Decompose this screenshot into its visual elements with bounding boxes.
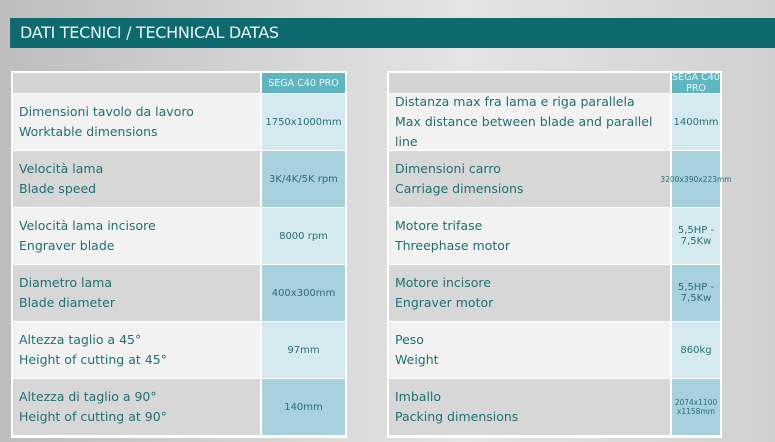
label-english: Weight xyxy=(395,352,439,367)
spec-value: 5,5HP - 7,5Kw xyxy=(670,265,720,321)
label-english: Blade diameter xyxy=(19,295,115,310)
table-row: Velocità lama Blade speed 3K/4K/5K rpm xyxy=(13,151,345,208)
table-row: Altezza di taglio a 90° Height of cutting… xyxy=(13,379,345,436)
table-row: Peso Weight 860kg xyxy=(389,322,720,379)
table-row: Imballo Packing dimensions 2074x1100 x115… xyxy=(389,379,720,436)
label-english: Engraver motor xyxy=(395,295,494,310)
table-header: SEGA C40 PRO xyxy=(13,73,345,94)
table-row: Diametro lama Blade diameter 400x300mm xyxy=(13,265,345,322)
table-row: Altezza taglio a 45° Height of cutting at… xyxy=(13,322,345,379)
label-italian: Altezza di taglio a 90° xyxy=(19,389,157,404)
label-english: Worktable dimensions xyxy=(19,124,158,139)
label-italian: Dimensioni carro xyxy=(395,161,501,176)
label-italian: Diametro lama xyxy=(19,275,112,290)
table-row: Velocità lama incisore Engraver blade 800… xyxy=(13,208,345,265)
label-english: Blade speed xyxy=(19,181,97,196)
spec-value: 1400mm xyxy=(670,94,720,150)
spec-value: 400x300mm xyxy=(260,265,345,321)
label-english: Packing dimensions xyxy=(395,409,519,424)
left-spec-table: SEGA C40 PRO Dimensioni tavolo da lavoro… xyxy=(11,71,347,438)
spec-value: 3K/4K/5K rpm xyxy=(260,151,345,207)
spec-value: 2074x1100 x1158mm xyxy=(670,379,720,435)
label-italian: Dimensioni tavolo da lavoro xyxy=(19,104,194,119)
page-title: DATI TECNICI / TECHNICAL DATAS xyxy=(10,18,775,48)
spec-value: 5,5HP - 7,5Kw xyxy=(670,208,720,264)
label-italian: Motore trifase xyxy=(395,218,483,233)
label-italian: Motore incisore xyxy=(395,275,491,290)
spec-value: 140mm xyxy=(260,379,345,435)
label-english: Engraver blade xyxy=(19,238,115,253)
spec-value: 3200x390x223mm xyxy=(660,151,732,207)
label-italian: Peso xyxy=(395,332,424,347)
model-header: SEGA C40 PRO xyxy=(260,73,345,93)
label-italian: Altezza taglio a 45° xyxy=(19,332,142,347)
model-header: SEGA C40 PRO xyxy=(670,72,720,94)
label-italian: Imballo xyxy=(395,389,442,404)
table-row: Distanza max fra lama e riga parallela Ma… xyxy=(389,94,720,151)
table-header: SEGA C40 PRO xyxy=(389,72,720,94)
label-english: Max distance between blade and parallel … xyxy=(395,114,653,149)
right-spec-table: SEGA C40 PRO Distanza max fra lama e rig… xyxy=(387,71,732,438)
label-english: Threephase motor xyxy=(395,238,511,253)
label-english: Height of cutting at 90° xyxy=(19,409,167,424)
label-english: Carriage dimensions xyxy=(395,181,524,196)
label-italian: Velocità lama incisore xyxy=(19,218,156,233)
label-italian: Velocità lama xyxy=(19,161,104,176)
table-row: Motore trifase Threephase motor 5,5HP - 7… xyxy=(389,208,720,265)
label-english: Height of cutting at 45° xyxy=(19,352,167,367)
spec-value: 1750x1000mm xyxy=(260,94,345,150)
spec-value: 860kg xyxy=(670,322,720,378)
table-row: Dimensioni tavolo da lavoro Worktable dim… xyxy=(13,94,345,151)
label-italian: Distanza max fra lama e riga parallela xyxy=(395,94,635,109)
table-row: Motore incisore Engraver motor 5,5HP - 7,… xyxy=(389,265,720,322)
spec-value: 8000 rpm xyxy=(260,208,345,264)
spec-value: 97mm xyxy=(260,322,345,378)
table-row: Dimensioni carro Carriage dimensions 3200… xyxy=(389,151,732,208)
